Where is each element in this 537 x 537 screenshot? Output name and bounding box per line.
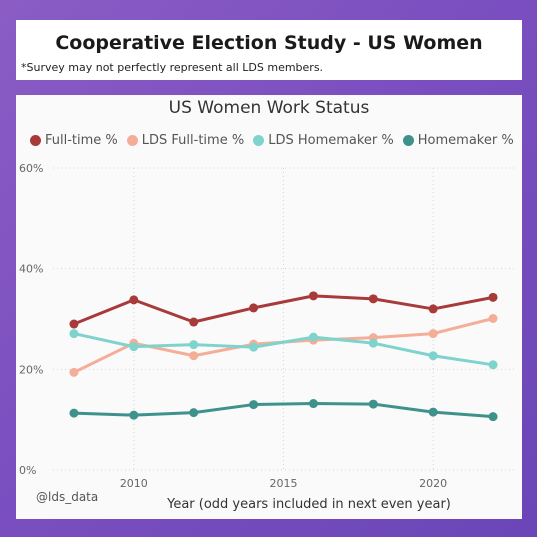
data-point-0-5 (368, 294, 378, 304)
data-point-0-6 (428, 304, 438, 314)
disclaimer-note: *Survey may not perfectly represent all … (21, 61, 324, 74)
data-point-0-0 (69, 319, 79, 329)
data-point-2-1 (129, 342, 139, 352)
legend-marker (126, 134, 138, 146)
data-point-0-4 (308, 291, 318, 301)
data-point-2-3 (249, 342, 259, 352)
chart-card: US Women Work Status Full-time % LDS Full… (16, 95, 522, 519)
page-title: Cooperative Election Study - US Women (55, 32, 483, 54)
data-point-0-1 (129, 295, 139, 305)
data-point-1-7 (488, 313, 498, 323)
series-line-2 (73, 332, 494, 367)
data-point-2-7 (488, 360, 498, 370)
y-tick-label: 0% (19, 464, 36, 477)
data-point-2-5 (368, 338, 378, 348)
data-point-2-0 (69, 329, 79, 339)
watermark-handle: @lds_data (36, 490, 99, 504)
legend-label: Full-time % (45, 132, 118, 148)
x-tick-label: 2010 (120, 477, 148, 490)
chart-title: US Women Work Status (168, 98, 370, 118)
y-tick-label: 40% (19, 263, 43, 276)
legend-marker (402, 134, 414, 146)
x-tick-label: 2020 (419, 477, 447, 490)
data-point-3-3 (249, 400, 259, 410)
legend-marker (253, 134, 265, 146)
legend-item-2[interactable]: LDS Homemaker % (253, 133, 394, 148)
chart-legend[interactable]: Full-time % LDS Full-time % LDS Homemaker … (30, 131, 523, 149)
data-point-0-7 (488, 292, 498, 302)
legend-item-0[interactable]: Full-time % (30, 133, 118, 148)
x-tick-label: 2015 (270, 477, 298, 490)
legend-marker (30, 134, 41, 146)
data-point-3-1 (129, 410, 139, 420)
data-point-2-4 (308, 332, 318, 342)
data-point-3-5 (368, 399, 378, 409)
data-point-0-3 (249, 303, 259, 313)
series-line-3 (73, 402, 494, 419)
data-point-1-2 (189, 351, 199, 361)
data-point-1-0 (69, 367, 79, 377)
title-card: Cooperative Election Study - US Women *S… (16, 20, 522, 80)
data-point-0-2 (189, 317, 199, 327)
y-tick-label: 20% (19, 363, 43, 376)
legend-item-1[interactable]: LDS Full-time % (126, 132, 245, 148)
legend-label: Homemaker % (417, 132, 514, 148)
legend-label: LDS Homemaker % (268, 132, 394, 148)
data-point-1-6 (428, 329, 438, 339)
legend-label: LDS Full-time % (141, 132, 245, 148)
data-point-3-2 (189, 408, 199, 418)
data-point-2-6 (428, 351, 438, 361)
line-chart[interactable]: 0% 20% 40% 60% 2010 2015 2020 (16, 95, 522, 519)
x-axis-title: Year (odd years included in next even ye… (167, 497, 451, 512)
data-point-3-7 (488, 412, 498, 422)
data-point-3-0 (69, 408, 79, 418)
data-point-2-2 (189, 340, 199, 350)
data-point-3-6 (428, 407, 438, 417)
series-line-0 (73, 294, 494, 326)
data-point-3-4 (308, 399, 318, 409)
legend-item-3[interactable]: Homemaker % (402, 132, 514, 148)
y-tick-label: 60% (19, 162, 43, 175)
